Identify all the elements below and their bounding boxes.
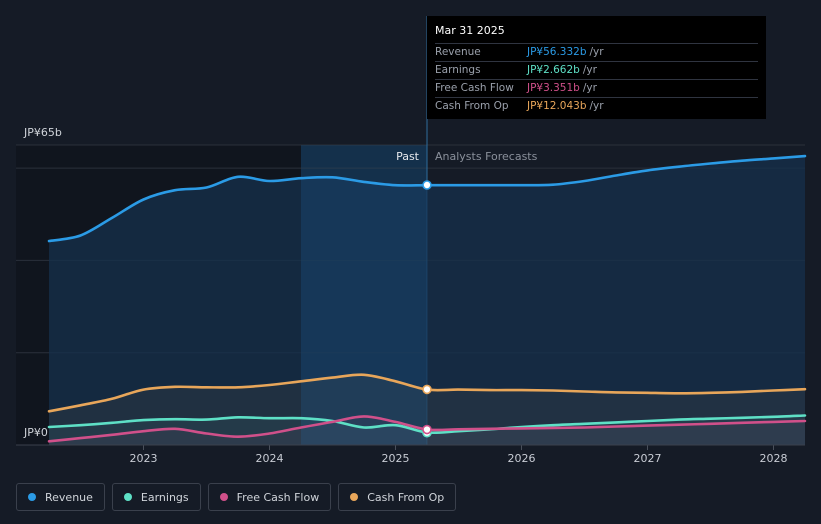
legend-label: Earnings bbox=[140, 490, 189, 504]
x-tick-label: 2025 bbox=[382, 452, 410, 465]
x-tick-label: 2024 bbox=[256, 452, 284, 465]
tooltip-unit: /yr bbox=[589, 46, 604, 58]
revenue-area bbox=[49, 156, 805, 445]
tooltip-date: Mar 31 2025 bbox=[435, 24, 505, 37]
legend-item-revenue[interactable]: Revenue bbox=[16, 483, 105, 511]
x-tick-label: 2027 bbox=[634, 452, 662, 465]
legend-label: Cash From Op bbox=[367, 490, 445, 504]
tooltip-value: JP¥3.351b bbox=[527, 82, 580, 94]
revenue-dot-icon bbox=[28, 493, 36, 501]
y-axis-top-label: JP¥65b bbox=[23, 126, 62, 139]
legend: Revenue Earnings Free Cash Flow Cash Fro… bbox=[16, 483, 457, 511]
x-tick-label: 2028 bbox=[760, 452, 788, 465]
tooltip-row-revenue: Revenue JP¥56.332b /yr bbox=[435, 43, 758, 61]
revenue-marker bbox=[422, 180, 432, 190]
cash-from-op-dot-icon bbox=[350, 493, 359, 501]
y-axis-bottom-label: JP¥0 bbox=[23, 426, 48, 439]
tooltip-value: JP¥2.662b bbox=[527, 64, 580, 76]
tooltip-unit: /yr bbox=[582, 82, 597, 94]
earnings-dot-icon bbox=[123, 493, 132, 501]
x-tick-label: 2023 bbox=[130, 452, 158, 465]
tooltip-row-earnings: Earnings JP¥2.662b /yr bbox=[435, 61, 758, 79]
highlight-overlay bbox=[301, 145, 427, 445]
legend-label: Free Cash Flow bbox=[236, 490, 320, 504]
free-cash-flow-dot-icon bbox=[219, 493, 228, 501]
tooltip-label: Cash From Op bbox=[435, 100, 509, 112]
legend-item-free-cash-flow[interactable]: Free Cash Flow bbox=[207, 483, 332, 511]
free_cash_flow-marker bbox=[422, 424, 432, 435]
tooltip-label: Free Cash Flow bbox=[435, 82, 514, 94]
tooltip-value: JP¥56.332b bbox=[527, 46, 587, 58]
legend-label: Revenue bbox=[45, 490, 93, 504]
legend-item-cash-from-op[interactable]: Cash From Op bbox=[338, 483, 457, 511]
past-label: Past bbox=[396, 150, 420, 163]
tooltip-label: Earnings bbox=[435, 64, 481, 76]
tooltip-unit: /yr bbox=[589, 100, 604, 112]
tooltip: Mar 31 2025 Revenue JP¥56.332b /yr Earni… bbox=[427, 16, 766, 119]
legend-item-earnings[interactable]: Earnings bbox=[111, 483, 201, 511]
forecast-label: Analysts Forecasts bbox=[435, 150, 538, 163]
tooltip-value: JP¥12.043b bbox=[527, 100, 587, 112]
tooltip-row-free-cash-flow: Free Cash Flow JP¥3.351b /yr bbox=[435, 79, 758, 97]
x-tick-label: 2026 bbox=[508, 452, 536, 465]
tooltip-label: Revenue bbox=[435, 46, 481, 58]
cash_from_op-marker bbox=[422, 384, 432, 395]
tooltip-unit: /yr bbox=[582, 64, 597, 76]
tooltip-row-cash-from-op: Cash From Op JP¥12.043b /yr bbox=[435, 97, 758, 115]
